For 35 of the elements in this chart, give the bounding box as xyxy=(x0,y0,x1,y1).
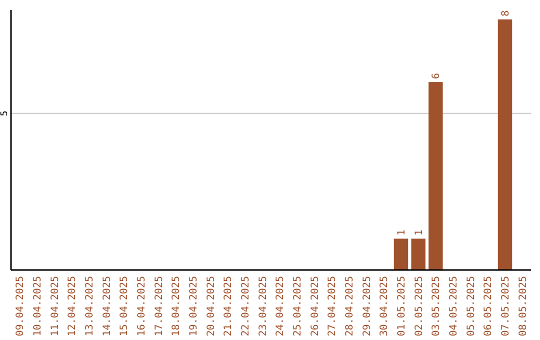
x-tick-label: 15.04.2025 xyxy=(119,276,130,336)
x-tick-label: 05.05.2025 xyxy=(466,276,477,336)
x-tick-label: 06.05.2025 xyxy=(483,276,494,336)
x-tick-label: 13.04.2025 xyxy=(84,276,96,336)
x-tick-label: 01.05.2025 xyxy=(396,276,408,336)
x-tick-label: 21.04.2025 xyxy=(223,276,234,336)
x-tick-label: 30.04.2025 xyxy=(379,276,390,336)
x-tick-label: 25.04.2025 xyxy=(292,276,304,336)
x-tick-label: 17.04.2025 xyxy=(154,276,165,336)
x-tick-label: 26.04.2025 xyxy=(310,276,321,336)
x-tick-label: 16.04.2025 xyxy=(136,276,148,336)
x-tick-label: 09.04.2025 xyxy=(15,276,26,336)
x-tick-label: 19.04.2025 xyxy=(188,276,200,336)
x-tick-label: 29.04.2025 xyxy=(362,276,373,336)
data-label: 8 xyxy=(500,10,512,16)
x-tick-label: 12.04.2025 xyxy=(67,276,78,336)
x-tick-label: 24.04.2025 xyxy=(275,276,286,336)
x-tick-label: 04.05.2025 xyxy=(448,276,460,336)
x-tick-label: 10.04.2025 xyxy=(32,276,44,336)
x-tick-label: 22.04.2025 xyxy=(240,276,252,336)
x-tick-label: 14.04.2025 xyxy=(102,276,113,336)
data-label: 1 xyxy=(396,230,408,236)
x-tick-label: 03.05.2025 xyxy=(431,276,442,336)
x-tick-label: 27.04.2025 xyxy=(327,276,338,336)
x-tick-label: 20.04.2025 xyxy=(206,276,217,336)
x-tick-label: 11.04.2025 xyxy=(50,276,61,336)
data-label: 6 xyxy=(431,73,442,80)
x-tick-label: 23.04.2025 xyxy=(258,276,269,336)
x-tick-label: 08.05.2025 xyxy=(518,276,529,336)
x-tick-label: 28.04.2025 xyxy=(344,276,356,336)
x-tick-label: 02.05.2025 xyxy=(414,276,425,336)
x-tick-label: 18.04.2025 xyxy=(171,276,182,336)
data-label: 1 xyxy=(414,230,425,236)
ref-line-label: 5 xyxy=(0,110,10,116)
x-tick-label: 07.05.2025 xyxy=(500,276,512,336)
